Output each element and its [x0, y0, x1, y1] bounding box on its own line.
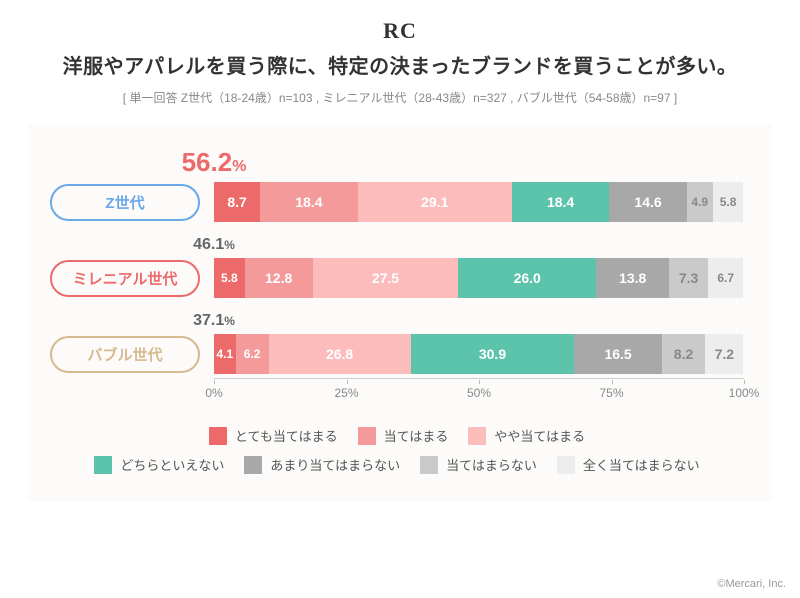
bar-row: ミレニアル世代 46.1%5.812.827.526.013.87.36.7 [50, 258, 744, 298]
bar-segment: 18.4 [260, 182, 358, 222]
bar-segment: 13.8 [596, 258, 669, 298]
legend-label: やや当てはまる [494, 426, 585, 445]
bar-segment: 6.2 [236, 334, 269, 374]
copyright: ©Mercari, Inc. [717, 578, 786, 590]
bar-segment: 4.9 [687, 182, 713, 222]
legend-swatch [420, 456, 438, 474]
legend-item: とても当てはまる [209, 426, 338, 445]
legend-swatch [94, 456, 112, 474]
bar-segment: 4.1 [214, 334, 236, 374]
legend-swatch [358, 427, 376, 445]
bar-segment: 14.6 [609, 182, 686, 222]
axis-tick: 50% [467, 386, 491, 400]
legend-item: あまり当てはまらない [244, 455, 400, 474]
bar-segment: 12.8 [245, 258, 313, 298]
legend-item: 全く当てはまらない [557, 455, 700, 474]
axis-tick: 0% [205, 386, 222, 400]
axis-tick: 100% [729, 386, 760, 400]
bar-segment: 30.9 [411, 334, 575, 374]
bar-segment: 8.2 [662, 334, 705, 374]
bar-segment: 5.8 [214, 258, 245, 298]
row-label: Z世代 [50, 184, 200, 221]
axis-tick: 75% [599, 386, 623, 400]
legend-label: 全く当てはまらない [583, 455, 700, 474]
row-label: バブル世代 [50, 336, 200, 373]
bar-wrap: 37.1%4.16.226.830.916.58.27.2 [214, 334, 744, 374]
bar-segment: 29.1 [358, 182, 512, 222]
legend-item: やや当てはまる [468, 426, 585, 445]
callout-label: 56.2% [144, 147, 284, 178]
bar-segment: 27.5 [313, 258, 459, 298]
bar-segment: 5.8 [713, 182, 744, 222]
legend-label: とても当てはまる [235, 426, 338, 445]
bar-wrap: 46.1%5.812.827.526.013.87.36.7 [214, 258, 744, 298]
legend-swatch [209, 427, 227, 445]
legend: とても当てはまる 当てはまる やや当てはまる どちらといえない あまり当てはまらない 当… [50, 426, 744, 474]
legend-swatch [244, 456, 262, 474]
bar-segment: 6.7 [708, 258, 744, 298]
bar-segment: 26.0 [458, 258, 596, 298]
bar-row: バブル世代 37.1%4.16.226.830.916.58.27.2 [50, 334, 744, 374]
legend-swatch [557, 456, 575, 474]
x-axis: 0%25%50%75%100% [214, 382, 744, 406]
legend-label: 当てはまる [384, 426, 449, 445]
bar-wrap: 56.2%8.718.429.118.414.64.95.8 [214, 182, 744, 222]
stacked-bar: 4.16.226.830.916.58.27.2 [214, 334, 744, 374]
bar-segment: 18.4 [512, 182, 610, 222]
stacked-bar: 5.812.827.526.013.87.36.7 [214, 258, 744, 298]
bar-segment: 26.8 [269, 334, 411, 374]
legend-swatch [468, 427, 486, 445]
legend-item: どちらといえない [94, 455, 224, 474]
bar-segment: 8.7 [214, 182, 260, 222]
legend-label: 当てはまらない [446, 455, 537, 474]
callout-label: 46.1% [144, 236, 284, 254]
legend-item: 当てはまらない [420, 455, 537, 474]
bar-segment: 7.2 [705, 334, 743, 374]
row-label: ミレニアル世代 [50, 260, 200, 297]
callout-label: 37.1% [144, 312, 284, 330]
bar-segment: 7.3 [669, 258, 708, 298]
legend-label: あまり当てはまらない [270, 455, 400, 474]
stacked-bar: 8.718.429.118.414.64.95.8 [214, 182, 744, 222]
bar-segment: 16.5 [574, 334, 661, 374]
chart-subtitle: [ 単一回答 Z世代（18-24歳）n=103 , ミレニアル世代（28-43歳… [28, 89, 772, 106]
chart-panel: Z世代56.2%8.718.429.118.414.64.95.8ミレニアル世代… [28, 124, 772, 502]
legend-label: どちらといえない [120, 455, 224, 474]
axis-tick: 25% [334, 386, 358, 400]
bar-row: Z世代 56.2%8.718.429.118.414.64.95.8 [50, 182, 744, 222]
logo: RC [28, 18, 772, 44]
chart-title: 洋服やアパレルを買う際に、特定の決まったブランドを買うことが多い。 [28, 50, 772, 79]
legend-item: 当てはまる [358, 426, 449, 445]
